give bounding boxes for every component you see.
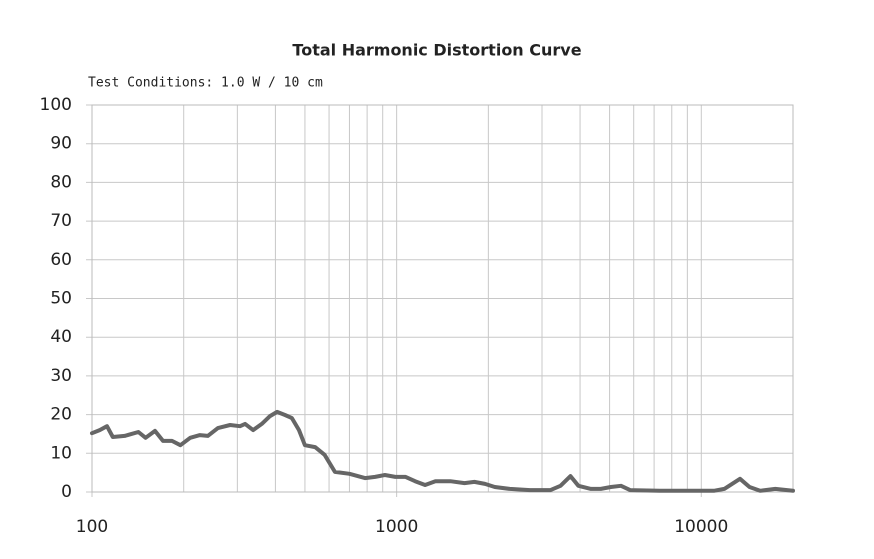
y-tick-label: 0 [61,482,72,502]
y-tick-label: 40 [50,327,72,347]
x-tick-label: 10000 [674,517,728,537]
chart-title: Total Harmonic Distortion Curve [292,41,581,60]
y-tick-label: 90 [50,134,72,154]
y-tick-label: 10 [50,443,72,463]
y-tick-label: 80 [50,172,72,192]
x-tick-label: 1000 [375,517,418,537]
y-tick-label: 60 [50,250,72,270]
chart-subtitle: Test Conditions: 1.0 W / 10 cm [88,76,323,91]
data-line [90,409,795,493]
y-tick-label: 100 [40,95,72,115]
plot-border [91,104,794,493]
x-tick-label: 100 [76,517,108,537]
y-tick-label: 50 [50,289,72,309]
y-tick-label: 30 [50,366,72,386]
y-tick-label: 20 [50,405,72,425]
y-tick-label: 70 [50,211,72,231]
